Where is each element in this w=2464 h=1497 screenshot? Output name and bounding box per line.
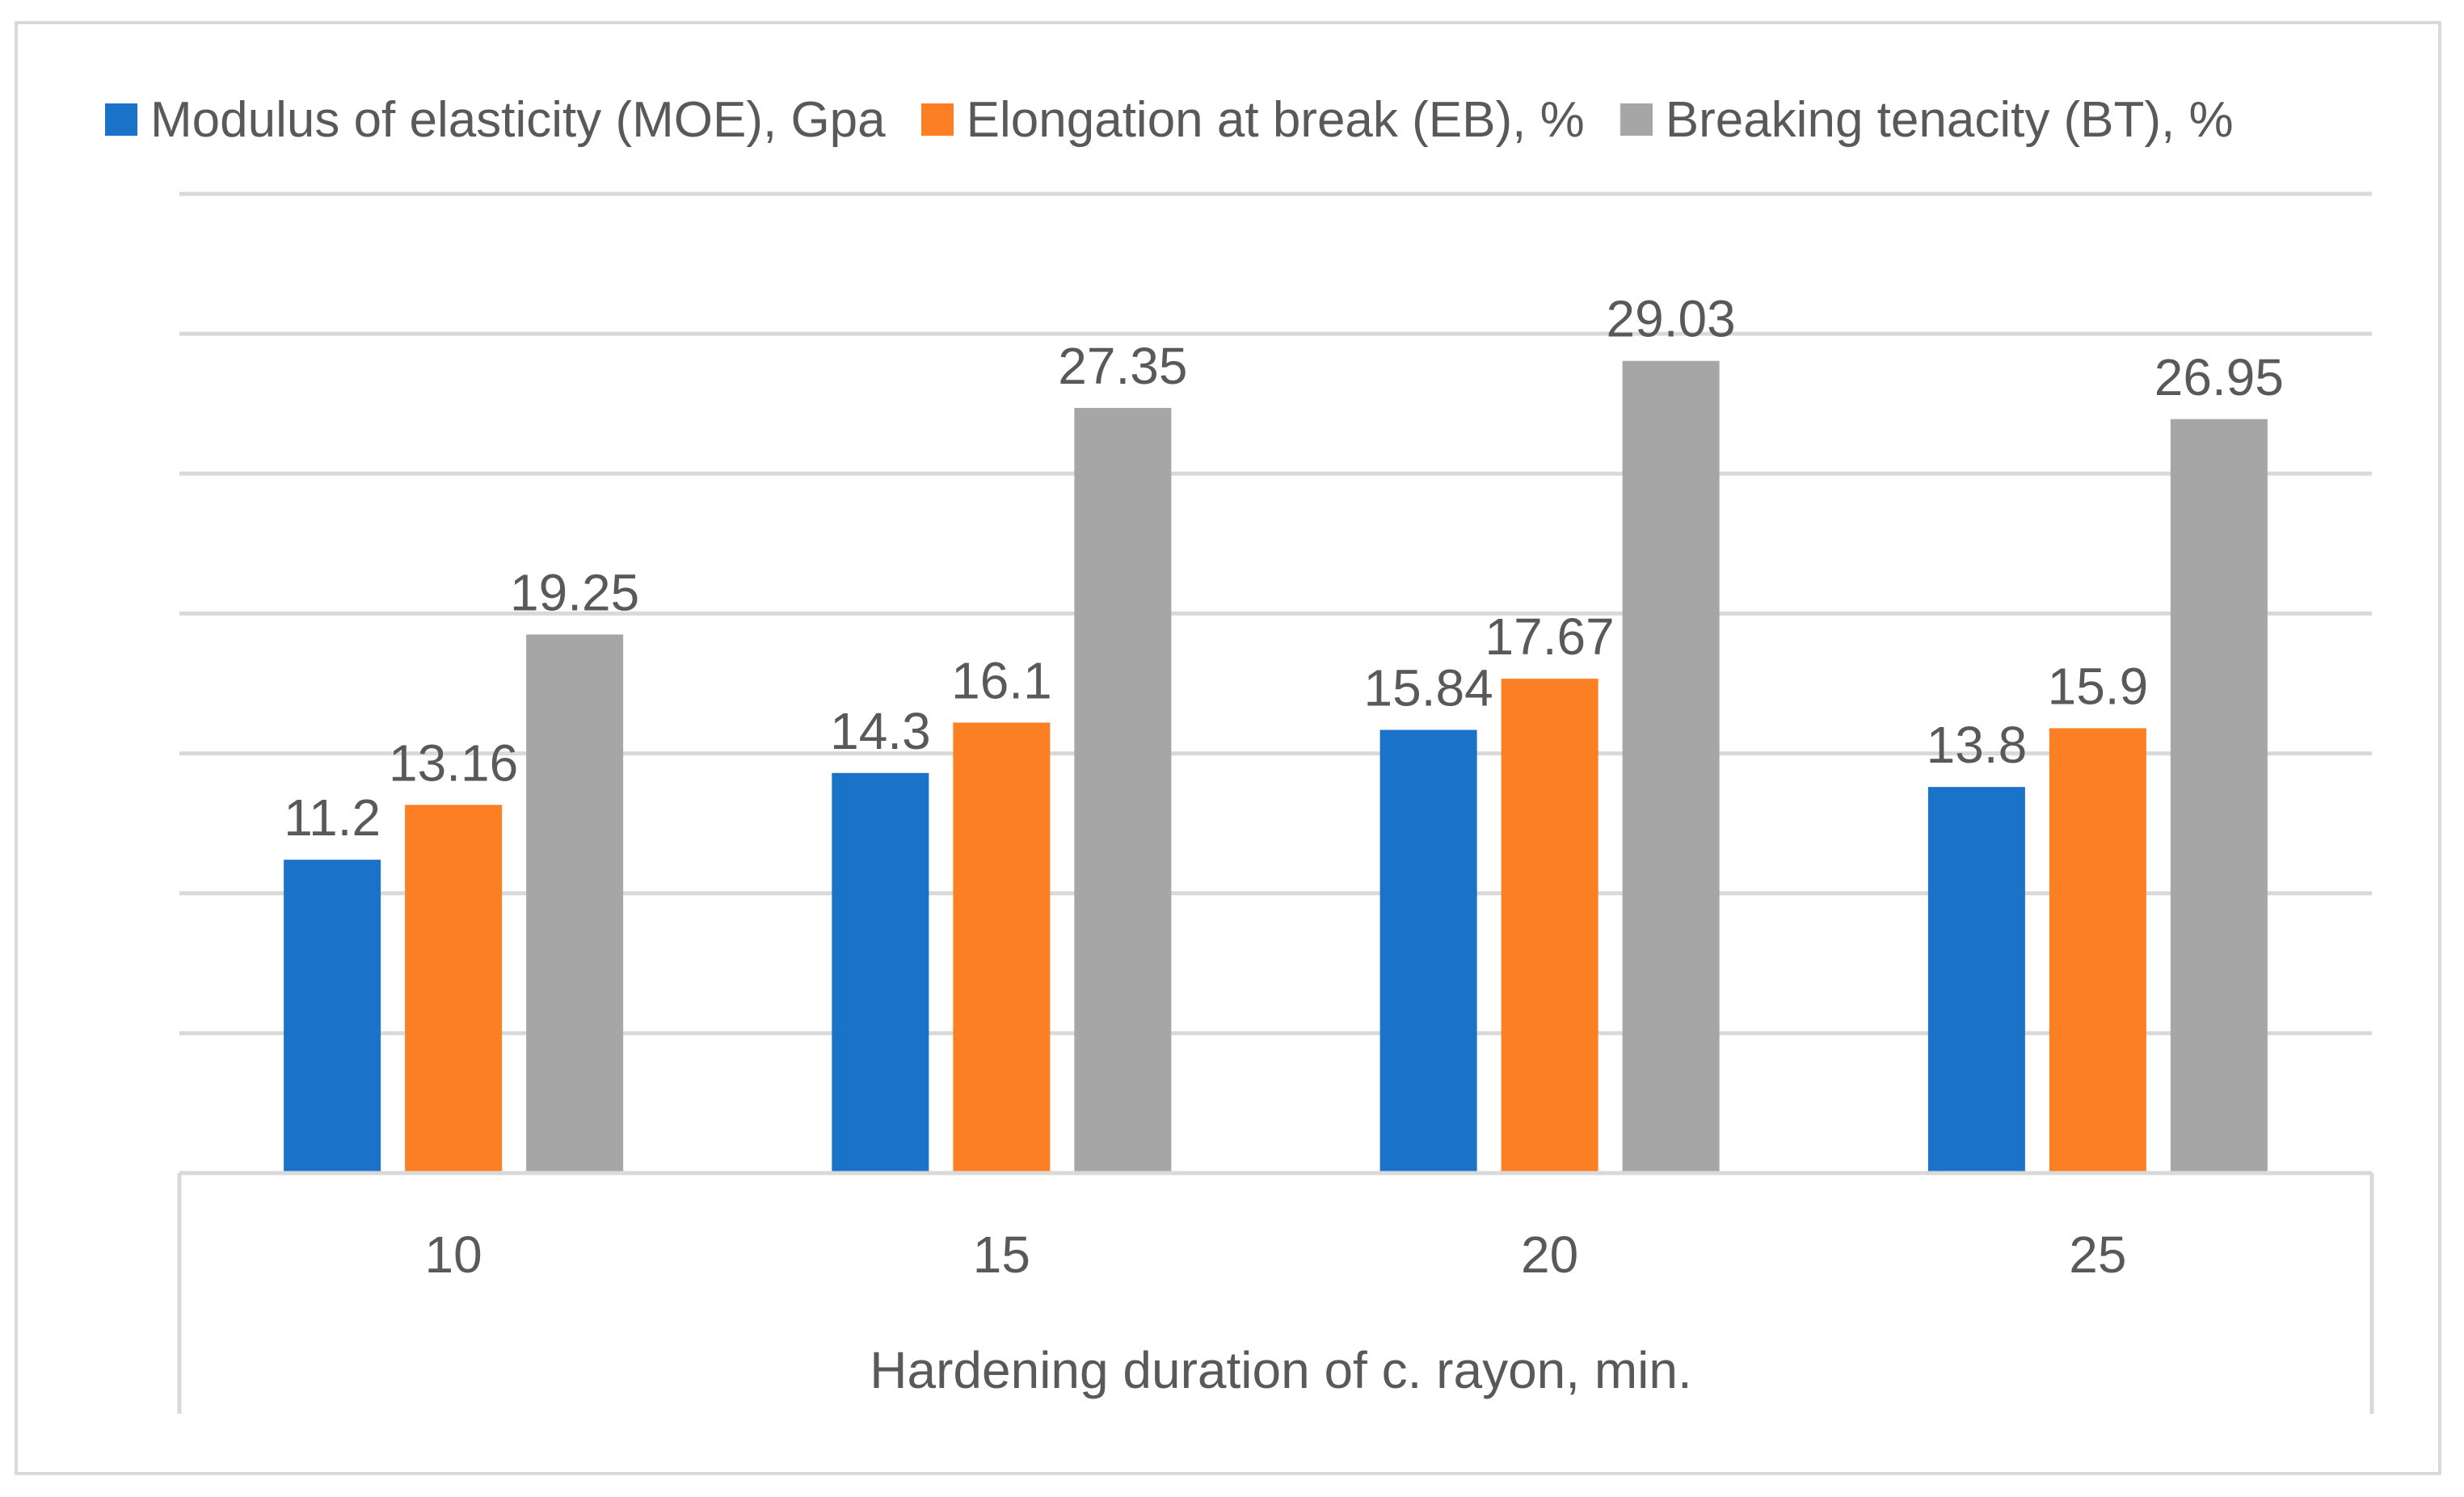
bar-moe-20 xyxy=(1379,730,1477,1173)
legend-swatch-eb xyxy=(920,103,954,136)
legend-item-bt: Breaking tenacity (BT), % xyxy=(1620,91,2234,149)
x-tick-label: 25 xyxy=(2069,1226,2126,1284)
bar-eb-10 xyxy=(405,805,503,1173)
legend-label-eb: Elongation at break (EB), % xyxy=(966,91,1585,148)
data-label: 15.84 xyxy=(1364,658,1493,717)
bar-eb-25 xyxy=(2049,728,2146,1173)
bar-bt-10 xyxy=(526,634,624,1173)
data-label: 13.16 xyxy=(389,734,518,792)
data-label: 11.2 xyxy=(284,788,381,847)
x-tick-label: 20 xyxy=(1521,1226,1578,1284)
bar-bt-15 xyxy=(1074,407,1172,1173)
bar-eb-20 xyxy=(1501,679,1598,1173)
data-label: 14.3 xyxy=(830,702,931,760)
legend-item-moe: Modulus of elasticity (MOE), Gpa xyxy=(105,91,886,149)
legend-item-eb: Elongation at break (EB), % xyxy=(920,91,1585,149)
data-label: 13.8 xyxy=(1927,716,2028,774)
x-axis: 10 15 20 25 xyxy=(177,1171,2374,1414)
data-label: 15.9 xyxy=(2048,657,2149,715)
data-label: 17.67 xyxy=(1485,608,1615,666)
data-label: 29.03 xyxy=(1607,290,1736,348)
legend-swatch-bt xyxy=(1620,103,1653,136)
legend-label-bt: Breaking tenacity (BT), % xyxy=(1665,91,2234,148)
data-label: 16.1 xyxy=(951,651,1052,709)
data-label: 19.25 xyxy=(510,563,639,621)
bar-bt-20 xyxy=(1622,360,1720,1174)
x-tick-label: 15 xyxy=(973,1226,1030,1284)
data-label: 27.35 xyxy=(1058,337,1187,395)
bar-moe-10 xyxy=(284,860,381,1173)
bar-moe-25 xyxy=(1927,787,2025,1173)
bar-eb-15 xyxy=(953,722,1051,1173)
legend-label-moe: Modulus of elasticity (MOE), Gpa xyxy=(150,91,886,148)
chart-frame xyxy=(15,21,2441,1475)
bar-moe-15 xyxy=(832,772,929,1173)
legend-swatch-moe xyxy=(105,103,137,136)
data-label: 26.95 xyxy=(2154,348,2284,406)
bar-bt-25 xyxy=(2170,418,2268,1173)
bars xyxy=(284,360,2268,1174)
legend: Modulus of elasticity (MOE), Gpa Elongat… xyxy=(105,81,2234,158)
x-axis-title: Hardening duration of c. rayon, min. xyxy=(870,1341,1691,1399)
x-tick-label: 10 xyxy=(425,1226,482,1284)
gridlines xyxy=(179,191,2372,1036)
